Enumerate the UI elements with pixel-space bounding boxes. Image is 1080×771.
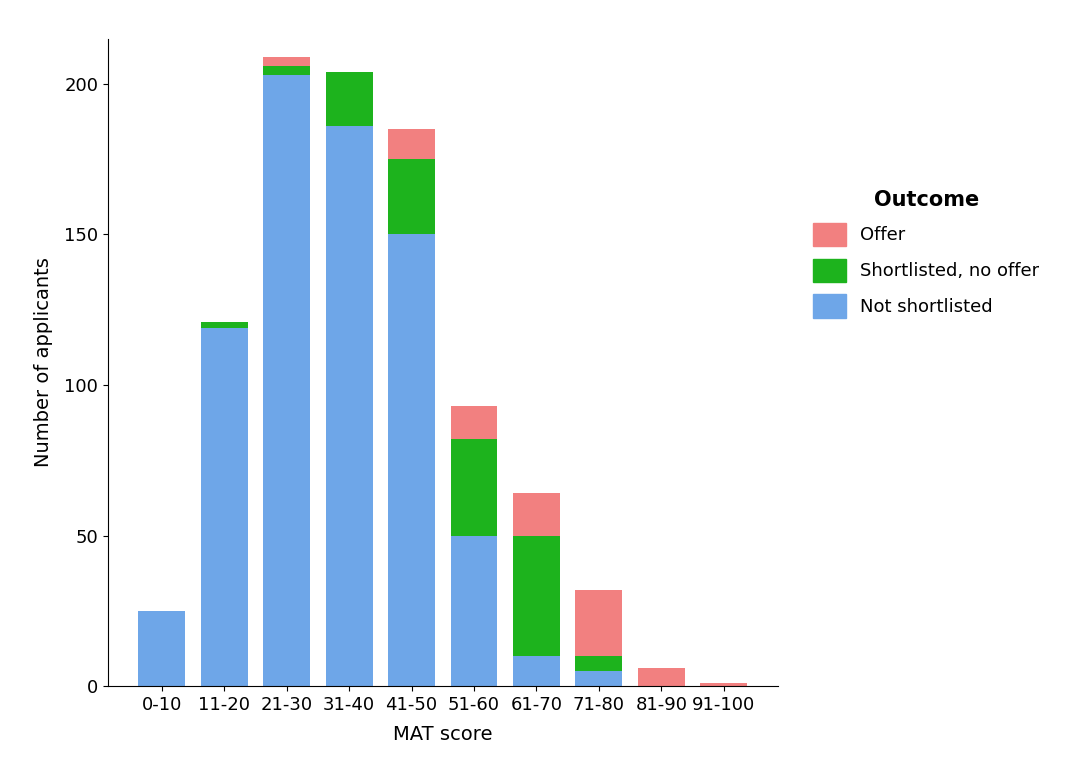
Bar (201, 322, 247, 328)
Bar (513, 536, 559, 656)
Bar (138, 611, 186, 686)
Bar (326, 126, 373, 686)
Bar (576, 656, 622, 671)
Legend: Offer, Shortlisted, no offer, Not shortlisted: Offer, Shortlisted, no offer, Not shortl… (813, 190, 1039, 318)
Bar (388, 159, 435, 234)
Bar (264, 75, 310, 686)
Y-axis label: Number of applicants: Number of applicants (35, 258, 53, 467)
Bar (264, 66, 310, 75)
X-axis label: MAT score: MAT score (393, 725, 492, 744)
Bar (700, 683, 747, 686)
Bar (450, 439, 498, 536)
Bar (513, 493, 559, 536)
Bar (513, 656, 559, 686)
Bar (576, 671, 622, 686)
Bar (264, 56, 310, 66)
Bar (576, 590, 622, 656)
Bar (201, 328, 247, 686)
Bar (450, 406, 498, 439)
Bar (388, 234, 435, 686)
Bar (326, 72, 373, 126)
Bar (388, 129, 435, 159)
Bar (638, 668, 685, 686)
Bar (450, 536, 498, 686)
